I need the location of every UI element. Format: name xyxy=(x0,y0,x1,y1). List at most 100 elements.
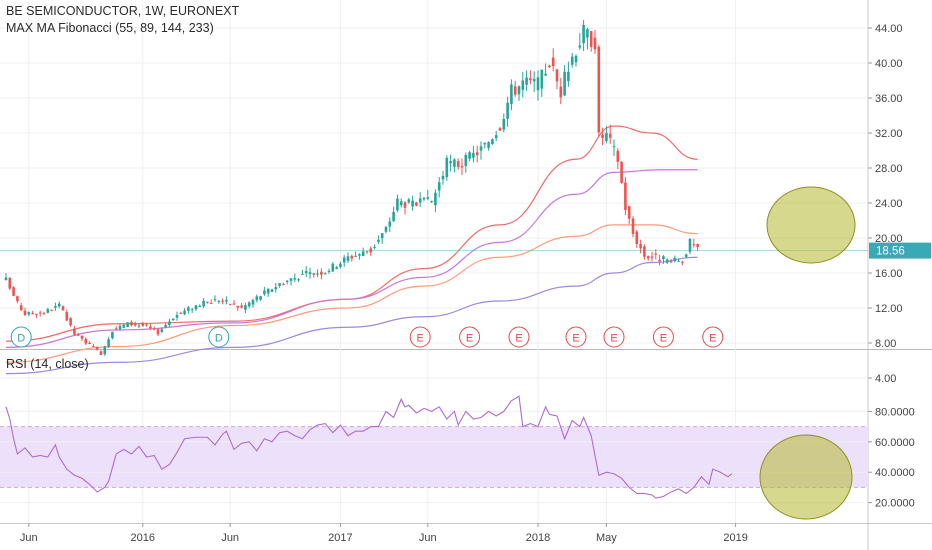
price-tick-label: 28.00 xyxy=(875,163,903,175)
event-marker-e xyxy=(409,326,431,348)
candle-down xyxy=(31,312,34,315)
candle-up xyxy=(506,102,509,119)
candle-down xyxy=(548,65,551,68)
candles-group xyxy=(4,20,699,356)
candle-up xyxy=(213,299,217,301)
candle-up xyxy=(612,146,616,148)
candle-up xyxy=(377,239,380,242)
candle-up xyxy=(289,278,293,281)
time-tick-label: Jun xyxy=(20,532,38,544)
candle-up xyxy=(247,302,251,307)
candle-up xyxy=(426,197,430,199)
candle-up xyxy=(111,331,114,339)
candle-up xyxy=(396,198,399,211)
event-marker-e xyxy=(508,326,530,348)
candle-up xyxy=(190,309,194,311)
candle-down xyxy=(460,166,464,168)
candle-up xyxy=(430,201,433,203)
candle-down xyxy=(42,313,46,315)
candle-down xyxy=(555,69,559,82)
candle-up xyxy=(521,80,525,90)
candle-down xyxy=(73,328,76,335)
candle-up xyxy=(107,339,110,347)
candle-up xyxy=(437,182,441,191)
candle-down xyxy=(643,246,646,257)
highlight-ellipse-rsi xyxy=(759,434,853,520)
candle-up xyxy=(361,251,365,256)
candle-down xyxy=(38,312,42,314)
event-label: E xyxy=(660,333,667,345)
rsi-tick-label: 20.0000 xyxy=(875,498,915,510)
candle-down xyxy=(12,287,15,296)
candle-up xyxy=(160,329,164,332)
candle-up xyxy=(422,197,426,200)
candle-up xyxy=(54,305,57,308)
candle-up xyxy=(441,175,445,180)
candle-down xyxy=(282,283,285,285)
event-label: E xyxy=(515,333,522,345)
price-tick-label: 44.00 xyxy=(875,23,903,35)
candle-up xyxy=(472,152,475,158)
candle-up xyxy=(358,254,361,256)
event-label: E xyxy=(466,333,473,345)
candle-up xyxy=(331,263,335,272)
candle-up xyxy=(468,152,471,159)
candle-up xyxy=(407,199,411,203)
candle-down xyxy=(95,346,99,350)
candle-up xyxy=(354,255,357,257)
event-label: E xyxy=(417,333,424,345)
price-tick-label: 8.00 xyxy=(875,338,896,350)
candle-up xyxy=(225,299,228,302)
candle-down xyxy=(16,296,19,302)
rsi-line xyxy=(5,395,733,499)
candle-up xyxy=(445,157,449,178)
candle-up xyxy=(434,192,437,206)
rsi-legend: RSI (14, close) xyxy=(6,357,89,371)
candle-up xyxy=(574,55,578,63)
event-label: E xyxy=(572,333,579,345)
candle-up xyxy=(266,288,270,294)
candle-up xyxy=(202,300,205,307)
candle-down xyxy=(228,304,232,306)
rsi-band xyxy=(0,426,868,488)
candle-up xyxy=(517,86,521,95)
candle-down xyxy=(669,261,673,263)
candle-up xyxy=(665,259,669,263)
ma-line-ma55 xyxy=(5,224,698,363)
candle-up xyxy=(464,155,468,166)
time-tick-label: Jun xyxy=(221,532,239,544)
candle-down xyxy=(156,329,160,335)
time-tick-label: 2017 xyxy=(328,532,352,544)
candle-down xyxy=(456,161,460,167)
candle-up xyxy=(126,322,129,327)
candle-up xyxy=(57,303,61,307)
candle-up xyxy=(392,211,395,222)
candle-down xyxy=(369,248,373,253)
event-marker-d xyxy=(208,326,230,348)
candle-down xyxy=(608,133,612,138)
candle-up xyxy=(168,321,171,325)
candle-up xyxy=(301,273,304,275)
candle-up xyxy=(525,77,528,85)
candle-up xyxy=(677,260,680,262)
candle-down xyxy=(639,244,642,249)
candle-up xyxy=(217,300,221,302)
candle-up xyxy=(688,238,692,252)
last-price-label: 18.56 xyxy=(876,246,905,258)
candle-up xyxy=(297,279,300,281)
candle-down xyxy=(23,310,27,316)
candle-up xyxy=(540,69,544,89)
candle-up xyxy=(175,314,179,318)
candle-down xyxy=(597,46,601,133)
candle-down xyxy=(681,261,684,263)
candle-up xyxy=(449,161,452,164)
candle-down xyxy=(114,328,118,330)
candle-down xyxy=(551,57,555,67)
event-label: E xyxy=(709,333,716,345)
chart-title: BE SEMICONDUCTOR, 1W, EURONEXT xyxy=(6,4,240,18)
candle-down xyxy=(133,324,137,326)
candle-up xyxy=(4,277,8,281)
candle-down xyxy=(498,128,502,131)
candle-up xyxy=(536,77,540,91)
